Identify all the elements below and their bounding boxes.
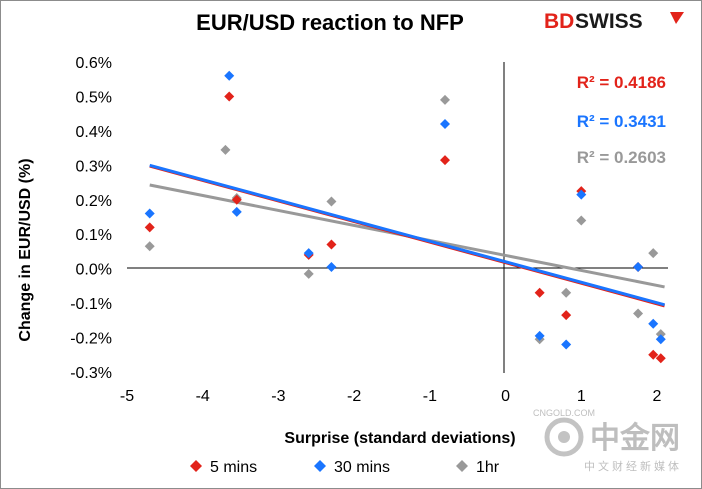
x-tick-label: -2 bbox=[347, 388, 361, 405]
legend-marker-1hr bbox=[456, 460, 468, 472]
cngold-watermark: 中金网 CNGOLD.COM 中文财经新媒体 bbox=[533, 408, 682, 473]
watermark-coin-icon bbox=[544, 417, 584, 457]
point-5-mins bbox=[648, 349, 659, 360]
point-5-mins bbox=[561, 310, 572, 321]
y-tick-label: 0.6% bbox=[76, 55, 112, 72]
x-tick-label: -5 bbox=[120, 388, 134, 405]
y-tick-label: 0.3% bbox=[76, 158, 112, 175]
x-tick-labels: -5 -4 -3 -2 -1 0 1 2 bbox=[120, 388, 662, 405]
y-tick-label: 0.2% bbox=[76, 193, 112, 210]
y-tick-label: -0.1% bbox=[70, 296, 112, 313]
point-30-mins bbox=[303, 248, 314, 259]
point-30-mins bbox=[224, 70, 235, 81]
legend-marker-30-mins bbox=[314, 460, 326, 472]
point-5-mins bbox=[440, 155, 450, 166]
point-30-mins bbox=[561, 339, 572, 350]
watermark-sub: 中文财经新媒体 bbox=[584, 459, 682, 473]
r2-label-30-mins: R² = 0.3431 bbox=[577, 112, 666, 131]
point-1hr bbox=[144, 241, 155, 252]
legend-marker-5-mins bbox=[190, 460, 202, 472]
point-5-mins bbox=[224, 91, 235, 102]
point-1hr bbox=[440, 94, 450, 105]
y-tick-label: 0.5% bbox=[76, 89, 112, 106]
point-30-mins bbox=[231, 206, 242, 217]
point-30-mins bbox=[576, 189, 587, 200]
x-tick-label: -3 bbox=[271, 388, 285, 405]
y-axis-label: Change in EUR/USD (%) bbox=[17, 158, 34, 341]
y-tick-label: -0.3% bbox=[70, 365, 112, 382]
y-tick-label: -0.2% bbox=[70, 331, 112, 348]
x-axis-label: Surprise (standard deviations) bbox=[284, 430, 515, 447]
point-5-mins bbox=[144, 222, 155, 233]
watermark-coin-center-icon bbox=[558, 431, 570, 443]
y-tick-label: 0.4% bbox=[76, 124, 112, 141]
legend-label-5-mins: 5 mins bbox=[210, 459, 257, 476]
point-1hr bbox=[303, 268, 314, 279]
r2-labels: R² = 0.4186 R² = 0.3431 R² = 0.2603 bbox=[577, 73, 666, 167]
logo-arrow-icon bbox=[670, 12, 684, 24]
point-30-mins bbox=[633, 261, 644, 272]
point-30-mins bbox=[534, 330, 545, 341]
point-5-mins bbox=[231, 194, 242, 205]
r2-label-5-mins: R² = 0.4186 bbox=[577, 73, 666, 92]
point-5-mins bbox=[534, 287, 545, 298]
y-tick-labels: -0.3% -0.2% -0.1% 0.0% 0.1% 0.2% 0.3% 0.4% 0.5% 0… bbox=[70, 55, 112, 382]
bdswiss-logo: BD SWISS bbox=[544, 10, 684, 33]
watermark-url: CNGOLD.COM bbox=[533, 408, 595, 418]
logo-part-swiss: SWISS bbox=[575, 10, 643, 33]
data-points bbox=[144, 70, 666, 364]
legend: 5 mins 30 mins 1hr bbox=[190, 459, 500, 476]
point-5-mins bbox=[326, 239, 337, 250]
point-1hr bbox=[576, 215, 587, 226]
x-tick-label: -1 bbox=[423, 388, 437, 405]
y-tick-label: 0.1% bbox=[76, 227, 112, 244]
x-tick-label: 2 bbox=[653, 388, 662, 405]
point-1hr bbox=[633, 308, 644, 319]
legend-label-30-mins: 30 mins bbox=[334, 459, 390, 476]
logo-part-bd: BD bbox=[544, 10, 574, 33]
point-30-mins bbox=[440, 119, 450, 129]
point-1hr bbox=[655, 329, 666, 340]
r2-label-1hr: R² = 0.2603 bbox=[577, 148, 666, 167]
point-30-mins bbox=[648, 318, 659, 329]
point-1hr bbox=[326, 196, 337, 207]
x-tick-label: 1 bbox=[577, 388, 586, 405]
point-30-mins bbox=[144, 208, 155, 219]
point-5-mins bbox=[655, 353, 666, 364]
legend-label-1hr: 1hr bbox=[476, 459, 500, 476]
point-30-mins bbox=[326, 261, 337, 272]
point-30-mins bbox=[655, 334, 666, 345]
x-tick-label: -4 bbox=[196, 388, 210, 405]
watermark-cn: 中金网 bbox=[590, 421, 680, 455]
point-1hr bbox=[220, 144, 231, 155]
trendlines bbox=[149, 163, 665, 308]
point-1hr bbox=[561, 287, 572, 298]
point-1hr bbox=[648, 248, 659, 259]
x-tick-label: 0 bbox=[501, 388, 510, 405]
trendline-30-mins bbox=[149, 163, 665, 307]
y-tick-label: 0.0% bbox=[76, 262, 112, 279]
chart-title: EUR/USD reaction to NFP bbox=[196, 10, 464, 35]
